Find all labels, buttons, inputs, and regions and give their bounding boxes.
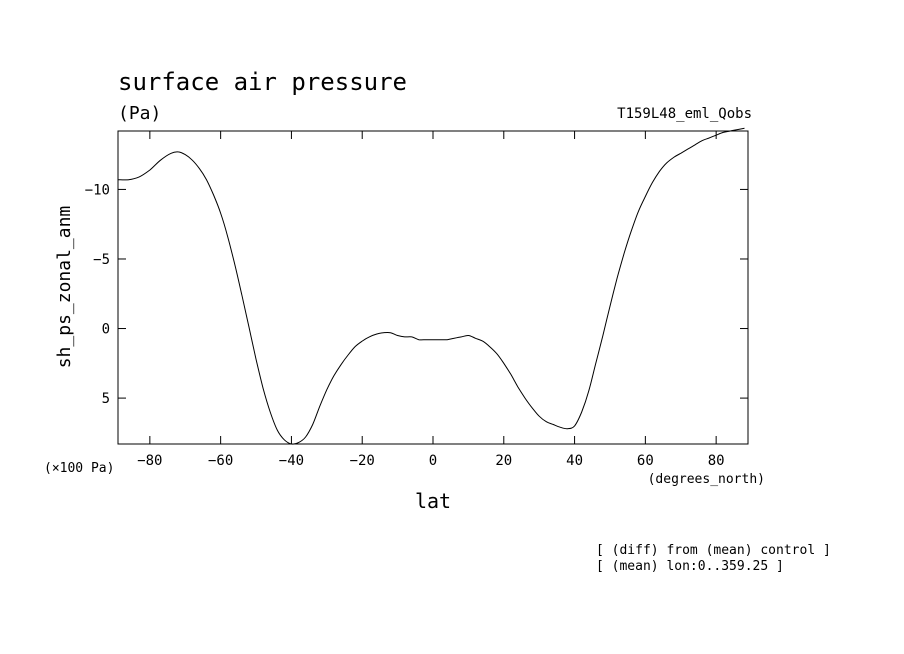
plot-frame (117, 130, 749, 445)
x-tick-label: 80 (708, 453, 725, 469)
x-tick-label: −20 (350, 453, 375, 469)
y-axis-label: sh_ps_zonal_anm (54, 206, 75, 369)
x-tick-label: 60 (637, 453, 654, 469)
y-tick-label: 0 (102, 322, 110, 338)
x-tick-label: −40 (279, 453, 304, 469)
x-tick-label: −80 (137, 453, 162, 469)
y-tick-label: −10 (85, 182, 110, 198)
run-label: T159L48_eml_Qobs (617, 106, 752, 122)
note-diff: [ (diff) from (mean) control ] (596, 543, 831, 558)
chart-title: surface air pressure (118, 68, 407, 96)
y-tick-label: 5 (102, 391, 110, 407)
x-tick-label: 20 (495, 453, 512, 469)
y-tick-label: −5 (93, 252, 110, 268)
note-mean: [ (mean) lon:0..359.25 ] (596, 559, 784, 574)
x-axis: −80 −60 −40 −20 0 20 40 60 80 (137, 131, 725, 469)
units-label: (Pa) (118, 103, 161, 124)
x-tick-label: 40 (566, 453, 583, 469)
y-axis: −10 −5 0 5 (85, 182, 748, 407)
x-axis-label: lat (415, 489, 451, 513)
y-scale-note: (×100 Pa) (44, 461, 114, 476)
x-tick-label: −60 (208, 453, 233, 469)
x-units-label: (degrees_north) (648, 472, 765, 487)
series-line (117, 127, 745, 445)
x-tick-label: 0 (429, 453, 437, 469)
